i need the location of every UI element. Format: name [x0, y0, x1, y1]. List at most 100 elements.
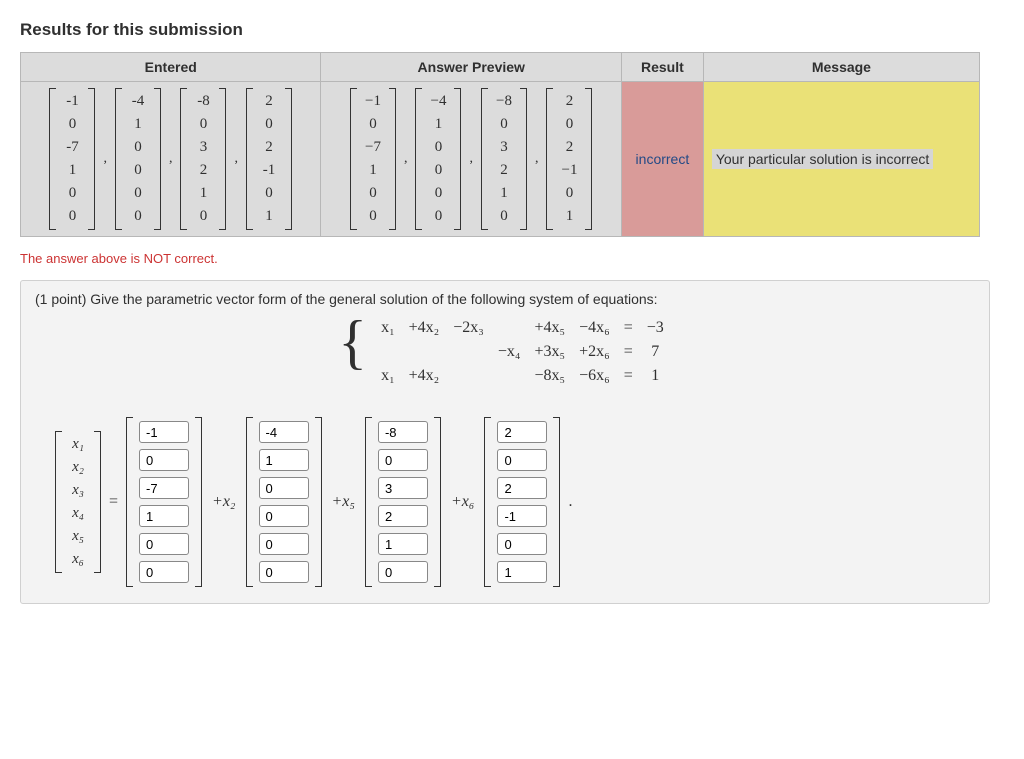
message-text: Your particular solution is incorrect — [712, 149, 933, 169]
vector-cell: 0 — [426, 182, 450, 205]
vector-cell: 3 — [492, 136, 516, 159]
vector-cell: 1 — [191, 182, 215, 205]
answer-input[interactable] — [497, 561, 547, 583]
equation-system: { x₁+4x₂−2x₃+4x₅−4x₆=−3−x₄+3x₅+2x₆=7x₁+4… — [35, 315, 975, 389]
vector-cell: 2 — [557, 90, 581, 113]
answer-input[interactable] — [139, 421, 189, 443]
vector-cell: 0 — [126, 159, 150, 182]
answer-vector — [484, 417, 560, 587]
vector-cell: 0 — [191, 205, 215, 228]
answer-input[interactable] — [259, 533, 309, 555]
equation-term: +4x₂ — [403, 365, 446, 387]
answer-input[interactable] — [497, 477, 547, 499]
answer-input[interactable] — [259, 449, 309, 471]
separator-comma: , — [230, 151, 242, 167]
equation-term: = — [618, 365, 639, 387]
vector-cell: −7 — [361, 136, 385, 159]
trailing-period: . — [568, 493, 572, 511]
vector-cell: -1 — [257, 159, 281, 182]
answer-input[interactable] — [259, 421, 309, 443]
answer-input[interactable] — [497, 449, 547, 471]
answer-input[interactable] — [259, 561, 309, 583]
separator-comma: , — [99, 151, 111, 167]
equation-term — [492, 365, 527, 387]
equation-term — [403, 341, 446, 363]
variable-label: x₅ — [66, 525, 90, 548]
answer-vector — [126, 417, 202, 587]
equation-term: −3 — [641, 317, 670, 339]
equation-term — [447, 341, 490, 363]
separator-comma: , — [531, 151, 543, 167]
answer-input[interactable] — [139, 533, 189, 555]
equation-term: +2x₆ — [573, 341, 616, 363]
variable-vector: x₁x₂x₃x₄x₅x₆ — [55, 431, 101, 573]
result-cell: incorrect — [621, 82, 703, 237]
equation-term: x₁ — [375, 365, 401, 387]
col-preview: Answer Preview — [321, 53, 621, 82]
answer-input[interactable] — [378, 449, 428, 471]
answer-input[interactable] — [139, 449, 189, 471]
vector-cell: 0 — [257, 182, 281, 205]
equation-term: −8x₅ — [528, 365, 571, 387]
equation-term: = — [618, 317, 639, 339]
answer-input[interactable] — [259, 477, 309, 499]
answer-input[interactable] — [139, 477, 189, 499]
vector-cell: 1 — [492, 182, 516, 205]
answer-input[interactable] — [378, 505, 428, 527]
equation-term: −4x₆ — [573, 317, 616, 339]
vector-cell: 1 — [126, 113, 150, 136]
answer-input[interactable] — [259, 505, 309, 527]
vector-cell: 0 — [60, 113, 84, 136]
vector-cell: −1 — [557, 159, 581, 182]
preview-cell: −10−7100,−410000,−803210,202−101 — [321, 82, 621, 237]
vector-cell: 3 — [191, 136, 215, 159]
answer-form: x₁x₂x₃x₄x₅x₆ = +x₂+x₅+x₆ . — [35, 417, 975, 587]
vector-cell: −8 — [492, 90, 516, 113]
col-result: Result — [621, 53, 703, 82]
vector-cell: 0 — [361, 205, 385, 228]
answer-input[interactable] — [497, 421, 547, 443]
equation-term: +3x₅ — [528, 341, 571, 363]
coefficient-label: +x₂ — [210, 493, 237, 511]
vector-cell: 0 — [191, 113, 215, 136]
equation-term: −x₄ — [492, 341, 527, 363]
variable-label: x₂ — [66, 456, 90, 479]
separator-comma: , — [400, 151, 412, 167]
vector-cell: 0 — [492, 205, 516, 228]
vector-cell: 2 — [257, 90, 281, 113]
equation-term — [447, 365, 490, 387]
vector-cell: 0 — [557, 113, 581, 136]
answer-input[interactable] — [378, 477, 428, 499]
vector-cell: 0 — [126, 182, 150, 205]
equation-term — [375, 341, 401, 363]
answer-input[interactable] — [497, 505, 547, 527]
vector-cell: 0 — [361, 113, 385, 136]
coefficient-label: +x₅ — [330, 493, 357, 511]
answer-input[interactable] — [497, 533, 547, 555]
equation-term: 1 — [641, 365, 670, 387]
vector-cell: 1 — [60, 159, 84, 182]
answer-input[interactable] — [378, 421, 428, 443]
equation-term: 7 — [641, 341, 670, 363]
vector-cell: 0 — [60, 205, 84, 228]
variable-label: x₄ — [66, 502, 90, 525]
vector-cell: 0 — [426, 205, 450, 228]
vector-cell: 0 — [557, 182, 581, 205]
equation-term: = — [618, 341, 639, 363]
answer-input[interactable] — [139, 505, 189, 527]
vector-cell: -4 — [126, 90, 150, 113]
vector-cell: -8 — [191, 90, 215, 113]
vector-cell: −1 — [361, 90, 385, 113]
problem-box: (1 point) Give the parametric vector for… — [20, 280, 990, 604]
vector-cell: -7 — [60, 136, 84, 159]
vector-cell: 0 — [257, 113, 281, 136]
answer-input[interactable] — [378, 533, 428, 555]
answer-vector — [246, 417, 322, 587]
answer-input[interactable] — [139, 561, 189, 583]
vector-cell: 0 — [60, 182, 84, 205]
vector-cell: 0 — [126, 205, 150, 228]
vector-cell: 2 — [191, 159, 215, 182]
vector-cell: 0 — [426, 159, 450, 182]
equation-term: +4x₂ — [403, 317, 446, 339]
answer-input[interactable] — [378, 561, 428, 583]
